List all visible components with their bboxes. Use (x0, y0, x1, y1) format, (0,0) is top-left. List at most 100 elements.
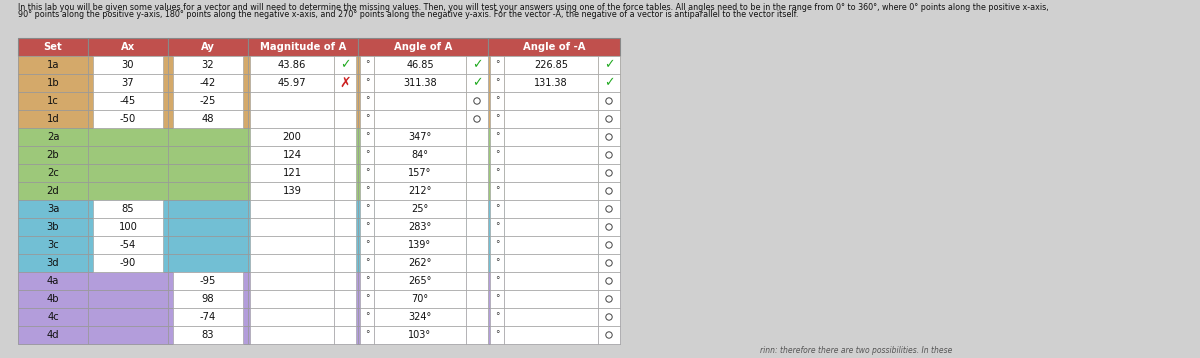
Bar (18, 254, 620, 272)
Bar (173, 290, 242, 308)
Text: °: ° (365, 132, 370, 141)
Text: 139: 139 (282, 186, 301, 196)
Bar (358, 272, 488, 290)
Bar (490, 110, 504, 128)
Bar (18, 254, 88, 272)
Text: 4c: 4c (47, 312, 59, 322)
Bar (358, 164, 488, 182)
Bar (334, 236, 356, 254)
Text: °: ° (494, 295, 499, 304)
Text: °: ° (494, 78, 499, 87)
Bar (18, 236, 88, 254)
Bar (173, 308, 242, 326)
Text: °: ° (494, 115, 499, 124)
Text: 48: 48 (202, 114, 215, 124)
Bar (374, 164, 466, 182)
Text: 311.38: 311.38 (403, 78, 437, 88)
Bar (490, 236, 504, 254)
Bar (168, 164, 248, 182)
Bar (488, 200, 620, 218)
Text: 1d: 1d (47, 114, 59, 124)
Bar (358, 146, 488, 164)
Text: °: ° (494, 313, 499, 321)
Bar (334, 200, 356, 218)
Bar (168, 200, 248, 218)
Text: 103°: 103° (408, 330, 432, 340)
Text: 265°: 265° (408, 276, 432, 286)
Bar (334, 128, 356, 146)
Bar (466, 128, 488, 146)
Text: 4d: 4d (47, 330, 59, 340)
Bar (504, 128, 598, 146)
Text: 2c: 2c (47, 168, 59, 178)
Bar (374, 254, 466, 272)
Text: -90: -90 (120, 258, 136, 268)
Bar (88, 92, 168, 110)
Text: 2b: 2b (47, 150, 59, 160)
Bar (358, 110, 488, 128)
Bar (598, 308, 620, 326)
Bar (358, 290, 488, 308)
Bar (374, 92, 466, 110)
Bar (598, 110, 620, 128)
Bar (168, 182, 248, 200)
Bar (248, 218, 358, 236)
Text: °: ° (494, 258, 499, 267)
Bar (374, 146, 466, 164)
Text: °: ° (365, 295, 370, 304)
Text: rinn: therefore there are two possibilities. In these: rinn: therefore there are two possibilit… (760, 346, 953, 355)
Text: °: ° (494, 241, 499, 250)
Text: 37: 37 (121, 78, 134, 88)
Text: 4a: 4a (47, 276, 59, 286)
Text: 262°: 262° (408, 258, 432, 268)
Bar (504, 146, 598, 164)
Text: 212°: 212° (408, 186, 432, 196)
Bar (598, 164, 620, 182)
Text: 1b: 1b (47, 78, 59, 88)
Bar (374, 290, 466, 308)
Bar (168, 92, 248, 110)
Text: -25: -25 (200, 96, 216, 106)
Text: °: ° (494, 150, 499, 160)
Bar (18, 272, 88, 290)
Bar (374, 236, 466, 254)
Text: ✓: ✓ (340, 58, 350, 72)
Bar (250, 128, 334, 146)
Text: ✓: ✓ (472, 77, 482, 90)
Text: ✓: ✓ (604, 58, 614, 72)
Bar (504, 110, 598, 128)
Bar (358, 182, 488, 200)
Bar (94, 56, 163, 74)
Text: Angle of -A: Angle of -A (523, 42, 586, 52)
Text: ✓: ✓ (472, 58, 482, 72)
Bar (374, 110, 466, 128)
Bar (598, 236, 620, 254)
Text: In this lab you will be given some values for a vector and will need to determin: In this lab you will be given some value… (18, 3, 1049, 12)
Bar (18, 92, 88, 110)
Bar (360, 110, 374, 128)
Bar (466, 236, 488, 254)
Text: 3d: 3d (47, 258, 59, 268)
Text: Set: Set (43, 42, 62, 52)
Bar (168, 38, 248, 56)
Bar (466, 308, 488, 326)
Bar (18, 110, 88, 128)
Bar (334, 182, 356, 200)
Bar (360, 254, 374, 272)
Bar (168, 326, 248, 344)
Bar (504, 56, 598, 74)
Text: °: ° (365, 204, 370, 213)
Bar (88, 200, 168, 218)
Text: 324°: 324° (408, 312, 432, 322)
Bar (490, 326, 504, 344)
Text: 100: 100 (119, 222, 138, 232)
Bar (88, 236, 168, 254)
Text: °: ° (494, 187, 499, 195)
Bar (18, 74, 88, 92)
Bar (250, 110, 334, 128)
Text: -45: -45 (120, 96, 136, 106)
Text: °: ° (494, 204, 499, 213)
Bar (248, 92, 358, 110)
Bar (334, 290, 356, 308)
Text: °: ° (365, 78, 370, 87)
